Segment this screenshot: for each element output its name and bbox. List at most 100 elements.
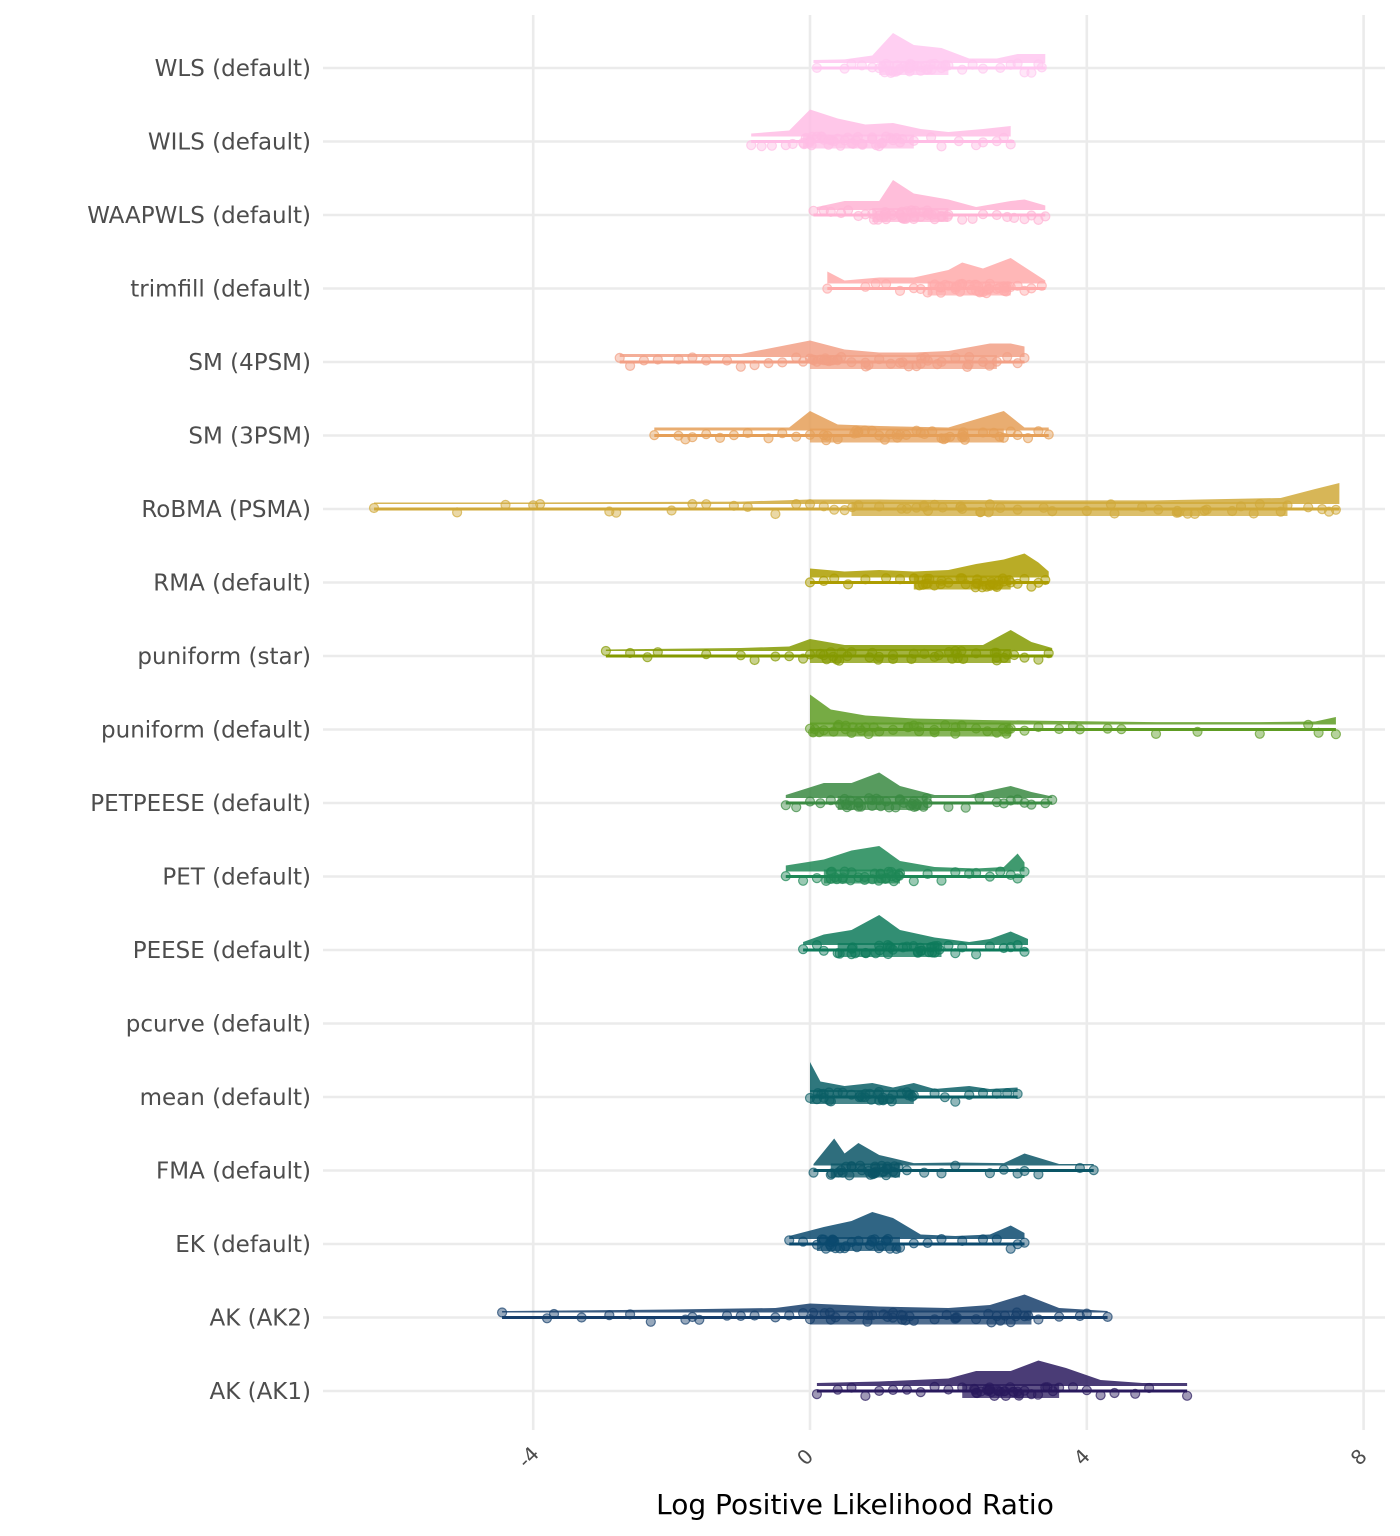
data-point [1033, 1314, 1044, 1325]
data-point [977, 1234, 989, 1245]
raincloud-2 [808, 180, 1051, 225]
data-point [970, 949, 982, 960]
data-point [950, 722, 961, 733]
iqr-box [851, 502, 1288, 516]
data-point [941, 1309, 952, 1321]
density-curve [751, 109, 1011, 137]
data-point [825, 206, 836, 217]
data-point [1254, 728, 1265, 739]
data-point [860, 281, 871, 292]
data-point [766, 140, 778, 151]
data-point [963, 359, 974, 370]
y-label: FMA (default) [156, 1159, 311, 1185]
data-point [975, 506, 986, 518]
data-point [1226, 505, 1238, 517]
data-point [784, 1310, 795, 1321]
data-point [830, 1242, 841, 1254]
data-point [905, 800, 916, 811]
data-point [993, 1386, 1004, 1397]
data-point [940, 61, 951, 72]
data-point [818, 501, 829, 512]
data-point [855, 1160, 866, 1171]
data-point [1008, 649, 1020, 661]
data-point [901, 1165, 913, 1176]
data-point [652, 354, 663, 365]
data-point [1001, 728, 1012, 739]
data-point [791, 499, 802, 510]
data-point [950, 867, 961, 878]
data-point [649, 430, 660, 441]
data-point [1022, 433, 1034, 444]
data-point [886, 208, 897, 220]
data-point [742, 501, 753, 512]
data-point [452, 507, 463, 518]
data-point [1012, 280, 1023, 291]
data-point [943, 1384, 954, 1395]
data-point [701, 355, 712, 366]
data-point [925, 942, 936, 953]
y-axis-labels: WLS (default) WILS (default) WAAPWLS (defa… [87, 56, 311, 1405]
data-point [954, 286, 966, 297]
data-point [624, 1309, 636, 1320]
data-point [1172, 505, 1183, 516]
data-point [1012, 578, 1023, 589]
data-point [903, 721, 915, 733]
data-point [831, 654, 842, 665]
data-point [823, 356, 835, 367]
data-point [827, 135, 838, 146]
data-point [954, 279, 965, 290]
data-point [846, 1311, 857, 1323]
data-point [970, 723, 982, 734]
data-point [534, 499, 546, 510]
data-point [859, 874, 870, 886]
data-point [825, 1096, 837, 1107]
data-point [1012, 358, 1023, 369]
data-point [1081, 505, 1092, 516]
data-point [1033, 654, 1044, 665]
data-point [836, 647, 847, 658]
data-point [936, 210, 947, 222]
data-point [756, 141, 767, 152]
data-point [894, 573, 906, 585]
data-point [816, 1234, 828, 1245]
data-point [1012, 504, 1023, 515]
data-point [987, 579, 999, 590]
data-point [576, 1312, 587, 1323]
data-point [847, 502, 858, 513]
raincloud-12 [797, 915, 1030, 960]
data-point [873, 795, 885, 806]
data-point [991, 1088, 1002, 1099]
data-point [950, 352, 961, 363]
data-point [895, 1309, 907, 1320]
data-point [977, 209, 989, 220]
density-curve [810, 1062, 1018, 1092]
data-point [797, 875, 809, 886]
data-point [847, 138, 859, 149]
data-point [883, 802, 895, 813]
y-label: RoBMA (PSMA) [141, 497, 311, 523]
data-point [825, 795, 836, 806]
data-point [721, 355, 733, 366]
data-point [881, 1235, 892, 1246]
data-point [1040, 211, 1051, 222]
data-point [922, 287, 933, 298]
data-point [917, 579, 929, 590]
data-point [853, 797, 864, 809]
data-point [919, 648, 930, 660]
data-point [1074, 724, 1086, 735]
data-point [850, 948, 861, 959]
data-point [770, 651, 781, 662]
data-point [983, 1308, 994, 1319]
data-point [957, 1235, 968, 1247]
data-point [829, 872, 841, 883]
data-point [687, 352, 698, 363]
data-point [829, 504, 840, 515]
data-point [798, 139, 810, 150]
data-point [908, 135, 919, 146]
data-point [929, 1314, 940, 1325]
data-point [983, 507, 994, 518]
raincloud-1 [746, 109, 1016, 152]
data-point [807, 1307, 819, 1318]
data-point [1053, 723, 1065, 735]
